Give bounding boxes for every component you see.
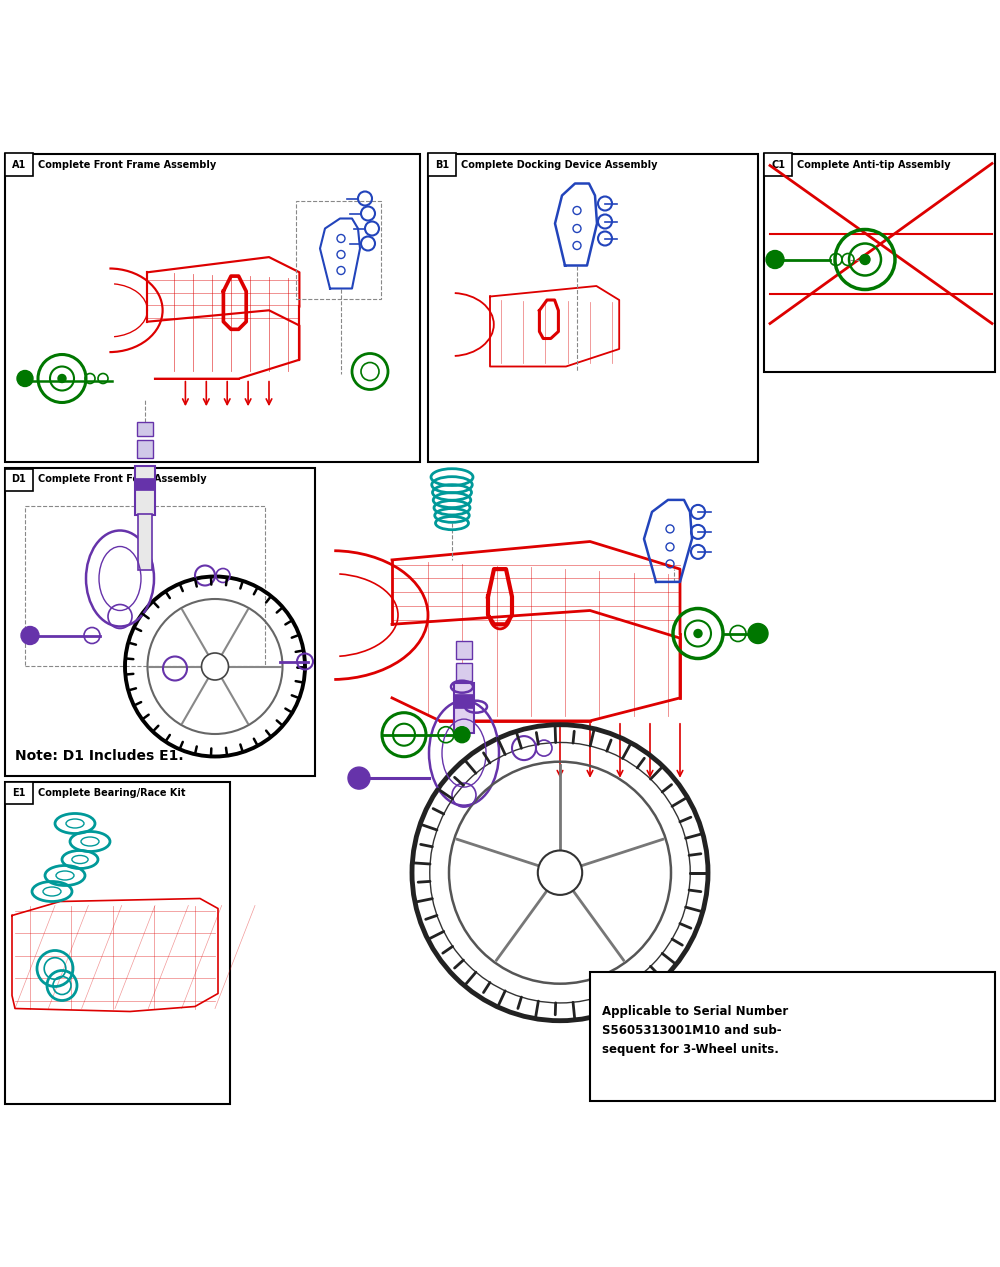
Bar <box>428 153 758 461</box>
Circle shape <box>538 850 582 895</box>
Bar <box>5 153 420 461</box>
Circle shape <box>21 626 39 645</box>
Text: Complete Front Frame Assembly: Complete Front Frame Assembly <box>38 160 216 170</box>
Bar <box>138 513 152 569</box>
Circle shape <box>860 255 870 265</box>
Circle shape <box>748 623 768 644</box>
Bar <box>428 153 456 176</box>
Text: Complete Anti-tip Assembly: Complete Anti-tip Assembly <box>797 160 951 170</box>
Bar <box>135 478 155 489</box>
Bar <box>5 469 33 490</box>
Bar <box>456 641 472 659</box>
Bar <box>5 469 315 775</box>
Bar <box>25 506 265 665</box>
Circle shape <box>766 251 784 269</box>
Bar <box>137 440 153 457</box>
Text: Complete Front Fork Assembly: Complete Front Fork Assembly <box>38 475 207 484</box>
Bar <box>135 466 155 514</box>
Circle shape <box>58 375 66 383</box>
Bar <box>456 663 472 682</box>
Circle shape <box>202 653 228 680</box>
Text: E1: E1 <box>12 788 26 797</box>
Bar <box>296 200 381 299</box>
Bar <box>137 422 153 436</box>
Text: Complete Bearing/Race Kit: Complete Bearing/Race Kit <box>38 788 186 797</box>
Circle shape <box>17 370 33 386</box>
Bar <box>5 782 230 1104</box>
Text: Note: D1 Includes E1.: Note: D1 Includes E1. <box>15 749 184 763</box>
Bar <box>5 153 33 176</box>
Text: Applicable to Serial Number
S5605313001M10 and sub-
sequent for 3-Wheel units.: Applicable to Serial Number S5605313001M… <box>602 1006 788 1057</box>
Bar <box>5 782 33 803</box>
Circle shape <box>348 767 370 789</box>
Text: B1: B1 <box>435 160 449 170</box>
Bar <box>590 972 995 1101</box>
Circle shape <box>454 727 470 742</box>
Text: C1: C1 <box>771 160 785 170</box>
Bar <box>764 153 995 371</box>
Circle shape <box>694 630 702 637</box>
Bar <box>454 694 474 708</box>
Bar <box>454 683 474 734</box>
Bar <box>764 153 792 176</box>
Text: D1: D1 <box>12 475 26 484</box>
Text: A1: A1 <box>12 160 26 170</box>
Text: Complete Docking Device Assembly: Complete Docking Device Assembly <box>461 160 658 170</box>
